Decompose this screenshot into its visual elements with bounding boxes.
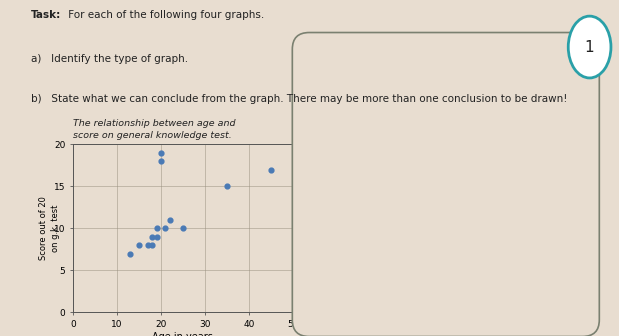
Point (147, 243, 157, 248)
X-axis label: Age in years: Age in years (152, 332, 214, 336)
Point (178, 226, 188, 231)
Point (152, 234, 162, 240)
Point (143, 243, 153, 248)
Point (156, 159, 166, 164)
Point (156, 150, 166, 156)
Text: Task:: Task: (31, 10, 61, 20)
Point (152, 226, 162, 231)
FancyBboxPatch shape (292, 33, 599, 336)
Point (222, 184, 232, 189)
Text: For each of the following four graphs.: For each of the following four graphs. (65, 10, 264, 20)
Circle shape (568, 16, 611, 78)
Point (125, 251, 135, 256)
Point (165, 217, 175, 223)
Text: 1: 1 (585, 40, 594, 54)
Point (266, 167, 276, 172)
Point (147, 234, 157, 240)
Point (160, 226, 170, 231)
Text: b)   State what we can conclude from the graph. There may be more than one concl: b) State what we can conclude from the g… (31, 94, 568, 104)
Text: a)   Identify the type of graph.: a) Identify the type of graph. (31, 54, 188, 64)
Y-axis label: Score out of 20
on g.k. test: Score out of 20 on g.k. test (40, 197, 60, 260)
Point (134, 243, 144, 248)
Text: The relationship between age and
score on general knowledge test.: The relationship between age and score o… (73, 119, 236, 139)
